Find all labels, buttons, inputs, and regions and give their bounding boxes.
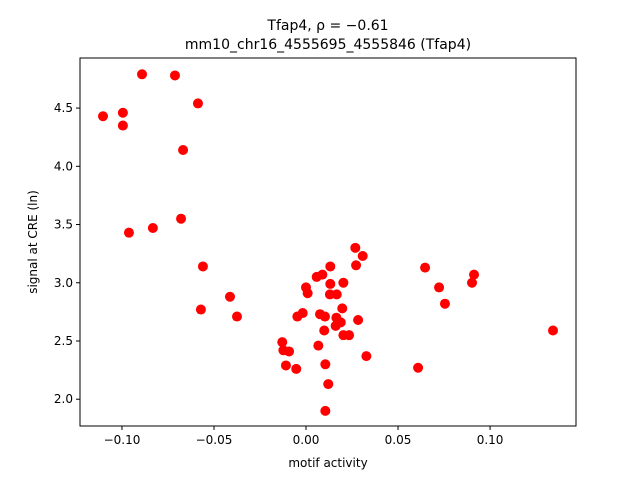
data-point: [302, 288, 313, 299]
y-tick-label: 4.5: [54, 101, 73, 115]
data-point: [176, 213, 187, 224]
data-point: [192, 98, 203, 109]
data-point: [353, 315, 364, 326]
data-point: [325, 261, 336, 272]
data-point: [319, 311, 330, 322]
data-point: [319, 325, 330, 336]
y-tick-label: 3.0: [54, 276, 73, 290]
data-point: [351, 260, 362, 271]
data-point: [224, 291, 235, 302]
data-point: [147, 223, 158, 234]
data-point: [178, 145, 189, 155]
data-point: [337, 303, 348, 314]
data-point: [439, 298, 450, 309]
data-point: [547, 325, 558, 336]
chart-title-line2: mm10_chr16_4555695_4555846 (Tfap4): [185, 37, 471, 53]
data-point: [344, 330, 355, 341]
data-point: [320, 359, 331, 370]
data-point: [338, 277, 349, 288]
data-point: [291, 363, 302, 374]
data-point: [361, 351, 372, 362]
y-tick-label: 2.0: [54, 392, 73, 406]
data-point: [357, 250, 368, 261]
chart-title-line1: Tfap4, ρ = −0.61: [266, 18, 388, 34]
x-tick-label: −0.10: [104, 433, 141, 447]
x-tick-label: −0.05: [196, 433, 233, 447]
y-axis-label: signal at CRE (ln): [26, 190, 40, 294]
data-point: [195, 304, 206, 315]
data-point: [350, 242, 361, 253]
data-point: [330, 320, 341, 331]
data-point: [413, 362, 424, 373]
data-point: [231, 311, 242, 322]
data-point: [280, 360, 291, 371]
y-tick-label: 4.0: [54, 159, 73, 173]
data-point: [331, 289, 342, 300]
x-tick-label: 0.05: [385, 433, 412, 447]
y-tick-label: 3.5: [54, 218, 73, 232]
data-point: [313, 340, 324, 351]
data-point: [277, 337, 288, 348]
x-tick-label: 0.10: [477, 433, 504, 447]
data-point: [311, 271, 322, 282]
data-point: [284, 346, 295, 357]
data-point: [117, 120, 128, 131]
data-point: [469, 269, 480, 280]
data-point: [420, 262, 431, 273]
data-point: [197, 261, 208, 272]
data-point: [434, 282, 445, 293]
y-tick-label: 2.5: [54, 334, 73, 348]
data-point: [320, 405, 331, 416]
data-point: [98, 111, 109, 122]
data-point: [297, 308, 308, 319]
x-tick-label: 0.00: [293, 433, 320, 447]
plot-frame: [79, 57, 577, 427]
data-point: [323, 379, 334, 390]
data-point: [117, 107, 128, 118]
data-point: [123, 227, 134, 238]
data-point: [467, 277, 478, 288]
data-point: [169, 70, 180, 81]
data-point: [325, 278, 336, 289]
data-point: [137, 69, 148, 80]
x-axis-label: motif activity: [288, 456, 367, 470]
